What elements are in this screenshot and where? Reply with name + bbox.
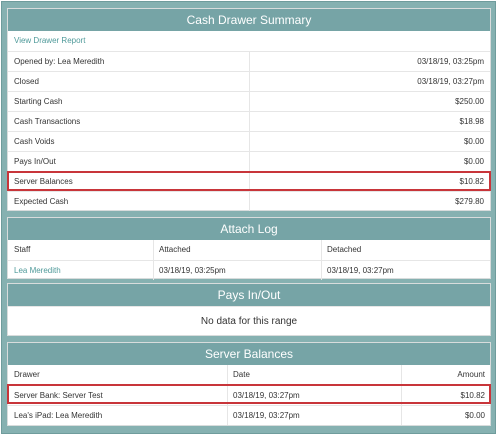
summary-label: Cash Transactions xyxy=(14,117,81,126)
summary-value: $250.00 xyxy=(455,97,484,106)
column-divider xyxy=(227,406,228,425)
summary-row-opened: Opened by: Lea Meredith 03/18/19, 03:25p… xyxy=(8,51,490,71)
pays-in-out-header: Pays In/Out xyxy=(8,284,490,306)
summary-label: Cash Voids xyxy=(14,137,55,146)
summary-row-expected-cash: Expected Cash $279.80 xyxy=(8,191,490,211)
summary-value: $18.98 xyxy=(459,117,484,126)
column-divider xyxy=(153,261,154,280)
column-header-date: Date xyxy=(233,370,250,379)
summary-row-closed: Closed 03/18/19, 03:27pm xyxy=(8,71,490,91)
summary-header: Cash Drawer Summary xyxy=(8,9,490,31)
drawer-cell: Server Bank: Server Test xyxy=(14,391,103,400)
empty-state-message: No data for this range xyxy=(8,306,490,337)
column-divider xyxy=(249,192,250,211)
column-divider xyxy=(401,406,402,425)
server-balances-header: Server Balances xyxy=(8,343,490,365)
column-divider xyxy=(321,240,322,260)
column-divider xyxy=(249,52,250,71)
table-row: Lea's iPad: Lea Meredith 03/18/19, 03:27… xyxy=(8,405,490,425)
amount-cell: $0.00 xyxy=(464,411,485,420)
summary-value: 03/18/19, 03:27pm xyxy=(417,77,484,86)
summary-label: Starting Cash xyxy=(14,97,63,106)
summary-value: $10.82 xyxy=(459,177,484,186)
column-header-attached: Attached xyxy=(159,245,191,254)
summary-value: 03/18/19, 03:25pm xyxy=(417,57,484,66)
column-header-drawer: Drawer xyxy=(14,370,40,379)
summary-label: Closed xyxy=(14,77,39,86)
pays-in-out-panel: Pays In/Out No data for this range xyxy=(7,283,491,336)
table-row: Server Bank: Server Test 03/18/19, 03:27… xyxy=(8,385,490,405)
table-row: Lea Meredith 03/18/19, 03:25pm 03/18/19,… xyxy=(8,260,490,280)
summary-value: $0.00 xyxy=(463,157,484,166)
drawer-cell: Lea's iPad: Lea Meredith xyxy=(14,411,103,420)
summary-row-pays-in-out: Pays In/Out $0.00 xyxy=(8,151,490,171)
server-balances-panel: Server Balances Drawer Date Amount Serve… xyxy=(7,342,491,426)
column-header-staff: Staff xyxy=(14,245,31,254)
attach-log-panel: Attach Log Staff Attached Detached Lea M… xyxy=(7,217,491,280)
column-divider xyxy=(153,240,154,260)
attach-log-header: Attach Log xyxy=(8,218,490,240)
date-cell: 03/18/19, 03:27pm xyxy=(233,411,300,420)
summary-value: $279.80 xyxy=(455,197,484,206)
summary-row-cash-voids: Cash Voids $0.00 xyxy=(8,131,490,151)
summary-label: Pays In/Out xyxy=(14,157,56,166)
column-divider xyxy=(401,386,402,405)
column-divider xyxy=(249,112,250,131)
column-divider xyxy=(321,261,322,280)
summary-label: Server Balances xyxy=(14,177,73,186)
column-divider xyxy=(227,365,228,385)
column-divider xyxy=(249,72,250,91)
column-header-amount: Amount xyxy=(457,370,485,379)
column-divider xyxy=(227,386,228,405)
detached-cell: 03/18/19, 03:27pm xyxy=(327,266,394,275)
column-divider xyxy=(249,92,250,111)
summary-row-server-balances: Server Balances $10.82 xyxy=(8,171,490,191)
column-divider xyxy=(249,172,250,191)
summary-row-cash-transactions: Cash Transactions $18.98 xyxy=(8,111,490,131)
column-divider xyxy=(401,365,402,385)
amount-cell: $10.82 xyxy=(460,391,485,400)
summary-row-starting-cash: Starting Cash $250.00 xyxy=(8,91,490,111)
attached-cell: 03/18/19, 03:25pm xyxy=(159,266,226,275)
server-balances-column-headers: Drawer Date Amount xyxy=(8,365,490,385)
view-drawer-report-link[interactable]: View Drawer Report xyxy=(14,36,86,45)
column-header-detached: Detached xyxy=(327,245,362,254)
date-cell: 03/18/19, 03:27pm xyxy=(233,391,300,400)
cash-drawer-summary-panel: Cash Drawer Summary View Drawer Report O… xyxy=(7,8,491,211)
view-report-row: View Drawer Report xyxy=(8,31,490,51)
staff-link[interactable]: Lea Meredith xyxy=(14,266,61,275)
summary-label: Opened by: Lea Meredith xyxy=(14,57,105,66)
summary-value: $0.00 xyxy=(463,137,484,146)
column-divider xyxy=(249,152,250,171)
summary-label: Expected Cash xyxy=(14,197,69,206)
column-divider xyxy=(249,132,250,151)
attach-log-column-headers: Staff Attached Detached xyxy=(8,240,490,260)
